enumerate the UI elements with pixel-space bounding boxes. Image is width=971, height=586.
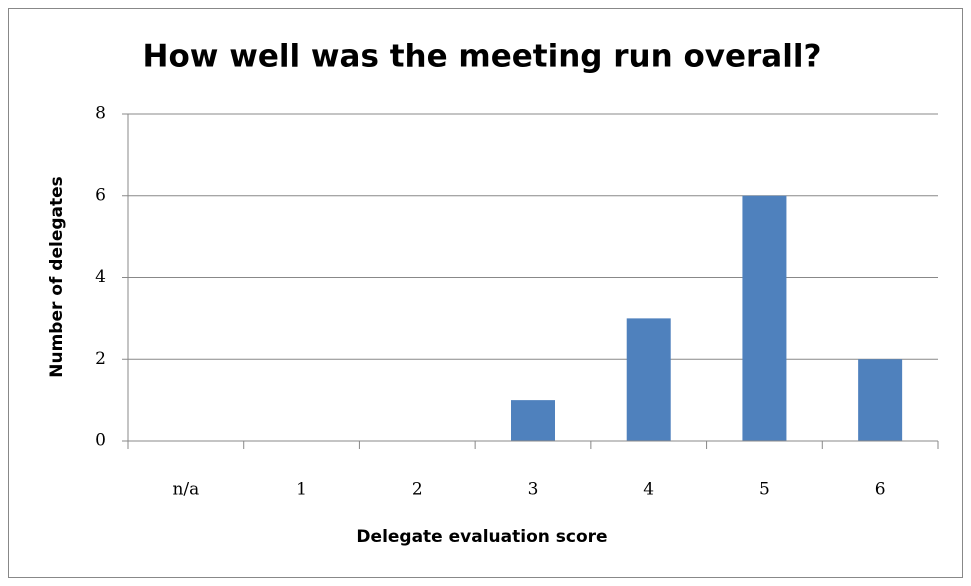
y-axis-label: Number of delegates: [47, 176, 67, 378]
x-tick-label: 4: [643, 480, 654, 500]
x-tick-label: 3: [528, 480, 539, 500]
x-tick-label: 2: [412, 480, 423, 500]
chart-border: [8, 8, 963, 578]
y-tick-label: 0: [95, 431, 106, 451]
x-tick-label: 5: [759, 480, 770, 500]
bar: [742, 195, 787, 441]
x-tick-label: 1: [296, 480, 307, 500]
y-tick-label: 6: [95, 185, 106, 205]
chart-title: How well was the meeting run overall?: [143, 39, 822, 75]
y-tick-label: 2: [95, 349, 106, 369]
bar: [511, 400, 555, 441]
x-tick-label: n/a: [172, 480, 199, 500]
x-axis-label: Delegate evaluation score: [356, 527, 607, 547]
y-tick-label: 4: [95, 267, 106, 287]
y-tick-label: 8: [95, 104, 106, 124]
bar: [626, 318, 671, 441]
bar: [858, 359, 903, 441]
x-tick-label: 6: [875, 480, 886, 500]
